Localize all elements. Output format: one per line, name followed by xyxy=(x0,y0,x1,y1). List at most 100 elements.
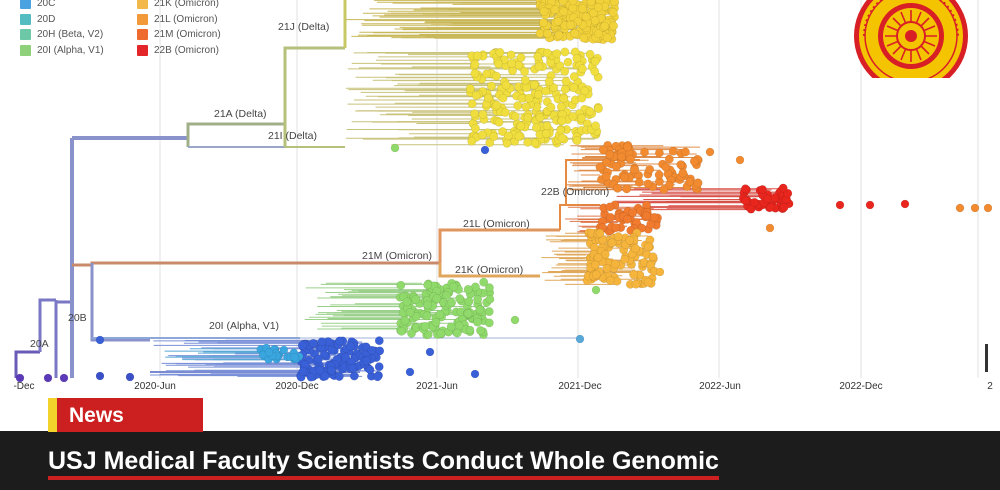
tip-point[interactable] xyxy=(693,178,703,188)
tip-point[interactable] xyxy=(631,244,641,254)
tip-point[interactable] xyxy=(485,138,495,148)
tip-point[interactable] xyxy=(420,321,430,331)
tip-point[interactable] xyxy=(521,102,531,112)
legend-item-21k[interactable]: 21K (Omicron) xyxy=(137,0,221,12)
tip-point[interactable] xyxy=(577,64,587,74)
tip-point[interactable] xyxy=(535,113,545,123)
tip-point[interactable] xyxy=(591,285,601,295)
tip-point[interactable] xyxy=(546,102,556,112)
tip-point[interactable] xyxy=(503,131,513,141)
tip-point[interactable] xyxy=(308,338,318,348)
tip-point[interactable] xyxy=(735,155,745,165)
tip-point[interactable] xyxy=(334,372,344,381)
tip-point[interactable] xyxy=(955,203,965,213)
tip-point[interactable] xyxy=(640,147,649,157)
tip-point[interactable] xyxy=(550,5,560,15)
tip-point[interactable] xyxy=(539,7,549,16)
tip-point[interactable] xyxy=(467,136,477,146)
tip-point[interactable] xyxy=(524,93,534,103)
tip-point[interactable] xyxy=(644,242,654,252)
tip-point[interactable] xyxy=(476,326,485,336)
tip-point[interactable] xyxy=(705,147,715,157)
tip-point[interactable] xyxy=(483,93,493,103)
tip-point[interactable] xyxy=(778,183,788,193)
tip-point[interactable] xyxy=(605,150,615,160)
tip-point[interactable] xyxy=(613,232,623,242)
tip-point[interactable] xyxy=(746,204,756,214)
tip-point[interactable] xyxy=(541,86,551,96)
tip-point[interactable] xyxy=(585,106,595,116)
tip-point[interactable] xyxy=(740,196,750,206)
tip-point[interactable] xyxy=(542,48,552,58)
tip-point[interactable] xyxy=(626,154,635,164)
tip-point[interactable] xyxy=(593,2,603,12)
headline-title[interactable]: USJ Medical Faculty Scientists Conduct W… xyxy=(48,446,719,480)
tip-point[interactable] xyxy=(750,197,759,207)
tip-point[interactable] xyxy=(645,164,655,174)
tip-point[interactable] xyxy=(498,93,508,103)
tip-point[interactable] xyxy=(591,121,601,131)
legend-item-22b[interactable]: 22B (Omicron) xyxy=(137,43,221,59)
tip-point[interactable] xyxy=(579,33,589,43)
tip-point[interactable] xyxy=(531,123,541,133)
tip-point[interactable] xyxy=(590,16,600,26)
tip-point[interactable] xyxy=(553,16,563,26)
tip-point[interactable] xyxy=(900,199,910,209)
tip-point[interactable] xyxy=(654,170,664,180)
tip-point[interactable] xyxy=(689,156,699,166)
tip-point[interactable] xyxy=(601,158,611,168)
tip-point[interactable] xyxy=(634,177,644,187)
tip-point[interactable] xyxy=(600,21,610,31)
tip-point[interactable] xyxy=(423,300,433,310)
tip-point[interactable] xyxy=(610,0,620,6)
scroll-handle[interactable] xyxy=(985,344,988,372)
tip-point[interactable] xyxy=(485,294,495,304)
tip-point[interactable] xyxy=(411,295,421,304)
tip-point[interactable] xyxy=(605,276,615,285)
tip-point[interactable] xyxy=(510,315,520,325)
tip-point[interactable] xyxy=(590,260,600,270)
tip-point[interactable] xyxy=(590,56,600,66)
tip-point[interactable] xyxy=(561,76,571,86)
tip-point[interactable] xyxy=(556,125,566,135)
tip-point[interactable] xyxy=(425,347,435,357)
tip-point[interactable] xyxy=(559,7,569,17)
tip-point[interactable] xyxy=(648,252,658,262)
tip-point[interactable] xyxy=(585,49,595,59)
tip-point[interactable] xyxy=(95,335,105,345)
tip-point[interactable] xyxy=(601,172,611,181)
tip-point[interactable] xyxy=(625,235,635,245)
tip-point[interactable] xyxy=(494,117,504,127)
tip-point[interactable] xyxy=(479,277,489,287)
tip-point[interactable] xyxy=(374,336,384,346)
tip-point[interactable] xyxy=(563,57,573,67)
tip-point[interactable] xyxy=(649,213,659,222)
tip-point[interactable] xyxy=(482,69,492,79)
tip-point[interactable] xyxy=(523,137,533,147)
tip-point[interactable] xyxy=(664,154,674,164)
tip-point[interactable] xyxy=(578,4,587,14)
tip-point[interactable] xyxy=(762,194,772,204)
tip-point[interactable] xyxy=(541,129,551,139)
tip-point[interactable] xyxy=(600,249,610,259)
tip-point[interactable] xyxy=(544,77,554,87)
tip-point[interactable] xyxy=(411,311,421,321)
tip-point[interactable] xyxy=(465,325,475,335)
tip-point[interactable] xyxy=(472,51,482,61)
tip-point[interactable] xyxy=(361,356,371,366)
tip-point[interactable] xyxy=(558,0,568,6)
tip-point[interactable] xyxy=(320,371,330,381)
tip-point[interactable] xyxy=(605,202,615,212)
tip-point[interactable] xyxy=(577,93,587,103)
tip-point[interactable] xyxy=(464,297,474,306)
tip-point[interactable] xyxy=(523,113,533,123)
tip-point[interactable] xyxy=(575,334,585,344)
tip-point[interactable] xyxy=(534,90,543,100)
tip-point[interactable] xyxy=(477,130,487,140)
news-badge[interactable]: News xyxy=(48,398,203,432)
tip-point[interactable] xyxy=(655,267,665,277)
tip-point[interactable] xyxy=(970,203,980,213)
tip-point[interactable] xyxy=(659,185,669,194)
tip-point[interactable] xyxy=(609,21,619,31)
legend-item-20h[interactable]: 20H (Beta, V2) xyxy=(20,27,104,43)
